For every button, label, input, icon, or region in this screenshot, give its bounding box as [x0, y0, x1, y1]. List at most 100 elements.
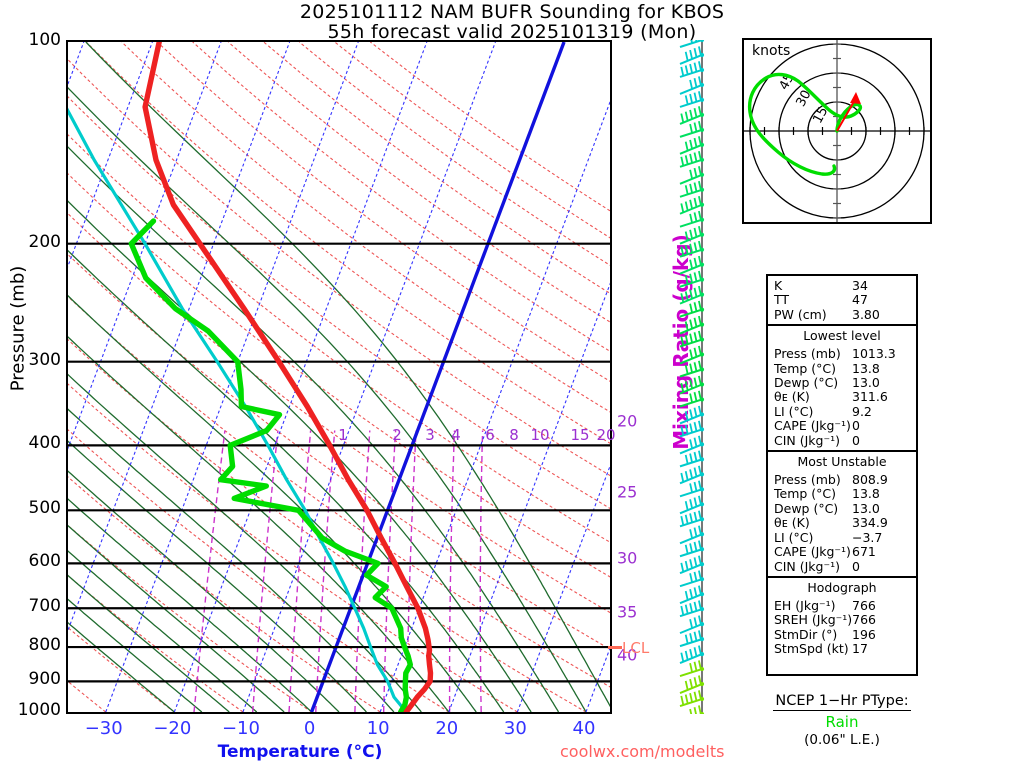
stats-hodograph-key: StmSpd (kt) — [774, 641, 849, 657]
pressure-tick-600: 600 — [28, 551, 61, 572]
stats-unstable-value: 13.0 — [852, 500, 880, 516]
hodograph-units-label: knots — [752, 43, 791, 59]
pressure-tick-400: 400 — [28, 433, 61, 454]
isotherm-lines — [68, 42, 610, 712]
pressure-tick-900: 900 — [28, 669, 61, 690]
pressure-axis-label: Pressure (mb) — [7, 265, 29, 392]
stats-unstable-value: 0 — [852, 558, 860, 574]
stats-index-row: PW (cm) 3.80 — [768, 306, 916, 322]
temperature-tick-40: 40 — [572, 718, 596, 739]
stats-index-key: K — [774, 278, 783, 293]
stats-hodograph-row: StmDir (°) 196 — [768, 626, 916, 642]
temperature-tick-20: 20 — [435, 718, 459, 739]
lcl-tick-icon — [608, 646, 622, 649]
mixing-ratio-label-4: 4 — [451, 426, 461, 444]
stats-hodograph-row: SREH (Jkg⁻¹) 766 — [768, 612, 916, 628]
stats-index-row: TT 47 — [768, 292, 916, 308]
zero-isotherm-line — [309, 42, 566, 712]
stats-unstable-value: 13.8 — [852, 486, 880, 502]
mixing-right-tick-25: 25 — [617, 482, 638, 502]
ptype-panel: NCEP 1−Hr PType: Rain (0.06" L.E.) — [742, 690, 942, 748]
stats-unstable-row: Press (mb) 808.9 — [768, 472, 916, 487]
stats-unstable-row: LI (°C) −3.7 — [768, 529, 916, 545]
stats-unstable-key: θᴇ (K) — [774, 515, 810, 531]
stats-index-key: TT — [774, 292, 790, 308]
stats-index-value: 34 — [852, 278, 868, 293]
dewpoint-trace — [128, 218, 413, 712]
mixing-right-tick-20: 20 — [617, 411, 638, 431]
stats-hodograph-heading: Hodograph — [807, 579, 877, 595]
stats-lowest-value: 13.8 — [852, 360, 880, 376]
stats-lowest-row: θᴇ (K) 311.6 — [768, 389, 916, 405]
stats-lowest-value: 311.6 — [852, 389, 888, 405]
ptype-liquid-equivalent: (0.06" L.E.) — [804, 732, 880, 748]
stats-lowest-value: 9.2 — [852, 403, 872, 419]
mixing-ratio-label-10: 10 — [530, 426, 550, 444]
stats-unstable-value: 671 — [852, 544, 876, 560]
stats-index-value: 3.80 — [852, 306, 880, 322]
mixing-right-tick-35: 35 — [617, 602, 638, 622]
stats-lowest-row: Press (mb) 1013.3 — [768, 346, 916, 361]
mixing-ratio-label-1: 1 — [338, 426, 348, 444]
stats-hodograph-key: EH (Jkg⁻¹) — [774, 597, 836, 613]
stats-hodograph-value: 17 — [852, 641, 868, 657]
stats-unstable-value: −3.7 — [852, 529, 883, 545]
pressure-tick-700: 700 — [28, 596, 61, 617]
stats-most-unstable-group: Press (mb) 808.9 Temp (°C) 13.8 Dewp (°C) 13.… — [768, 472, 916, 574]
isobar-lines — [68, 242, 610, 683]
stats-unstable-row: Temp (°C) 13.8 — [768, 486, 916, 502]
mixing-ratio-label-3: 3 — [425, 426, 435, 444]
hodograph-panel[interactable]: 15 30 45 knots — [742, 38, 932, 224]
stats-unstable-key: Dewp (°C) — [774, 500, 839, 516]
stats-hodograph-value: 766 — [852, 612, 876, 628]
mixing-ratio-label-8: 8 — [509, 426, 519, 444]
temperature-tick--30: −30 — [84, 718, 123, 739]
stats-index-key: PW (cm) — [774, 306, 827, 322]
lcl-label: LCL — [622, 639, 650, 657]
temperature-trace — [142, 42, 434, 712]
storm-motion-arrow — [836, 92, 861, 132]
watermark: coolwx.com/modelts — [560, 742, 725, 761]
stats-unstable-row: CIN (Jkg⁻¹) 0 — [768, 558, 916, 574]
sounding-stats-panel: K 34 TT 47 PW (cm) 3.80 Lowest level Press (m… — [766, 274, 918, 676]
mixing-right-tick-40: 40 — [617, 645, 638, 665]
stats-lowest-key: CIN (Jkg⁻¹) — [774, 432, 840, 448]
stats-hodograph-value: 196 — [852, 626, 876, 642]
stats-lowest-key: CAPE (Jkg⁻¹) — [774, 418, 851, 434]
stats-lowest-level-heading: Lowest level — [803, 328, 881, 344]
temperature-axis-label: Temperature (°C) — [217, 742, 383, 762]
page-subtitle: 55h forecast valid 2025101319 (Mon) — [327, 21, 697, 43]
temperature-tick--20: −20 — [153, 718, 192, 739]
stats-unstable-row: Dewp (°C) 13.0 — [768, 500, 916, 516]
temperature-tick-0: 0 — [303, 718, 316, 739]
stats-index-row: K 34 — [768, 278, 916, 293]
stats-lowest-value: 0 — [852, 418, 860, 434]
stats-hodograph-value: 766 — [852, 597, 876, 613]
mixing-ratio-label-15: 15 — [570, 426, 590, 444]
temperature-tick-10: 10 — [366, 718, 390, 739]
pressure-tick-800: 800 — [28, 635, 61, 656]
stats-unstable-key: LI (°C) — [774, 529, 814, 545]
ptype-heading: NCEP 1−Hr PType: — [773, 693, 911, 711]
stats-lowest-level-group: Press (mb) 1013.3 Temp (°C) 13.8 Dewp (°C) 13… — [768, 346, 916, 448]
stats-lowest-key: θᴇ (K) — [774, 389, 810, 405]
stats-most-unstable-heading: Most Unstable — [797, 454, 887, 470]
stats-lowest-row: LI (°C) 9.2 — [768, 403, 916, 419]
pressure-axis: 100 200 300 400 500 600 700 800 900 1000 — [0, 0, 61, 768]
stats-lowest-row: Temp (°C) 13.8 — [768, 360, 916, 376]
mixing-ratio-lines — [193, 430, 484, 712]
stats-index-value: 47 — [852, 292, 868, 308]
wind-barb-column — [660, 31, 718, 724]
stats-unstable-key: CIN (Jkg⁻¹) — [774, 558, 840, 574]
stats-hodograph-key: StmDir (°) — [774, 626, 838, 642]
stats-unstable-row: CAPE (Jkg⁻¹) 671 — [768, 544, 916, 560]
stats-lowest-row: CAPE (Jkg⁻¹) 0 — [768, 418, 916, 434]
wind-barb-canvas — [679, 31, 705, 724]
stats-indices-group: K 34 TT 47 PW (cm) 3.80 — [768, 278, 916, 322]
skewt-plot[interactable] — [66, 40, 612, 714]
hodograph-ring-label-15: 15 — [810, 104, 831, 126]
dry-adiabat-lines — [68, 42, 610, 712]
page-title: 2025101112 NAM BUFR Sounding for KBOS — [299, 1, 725, 23]
